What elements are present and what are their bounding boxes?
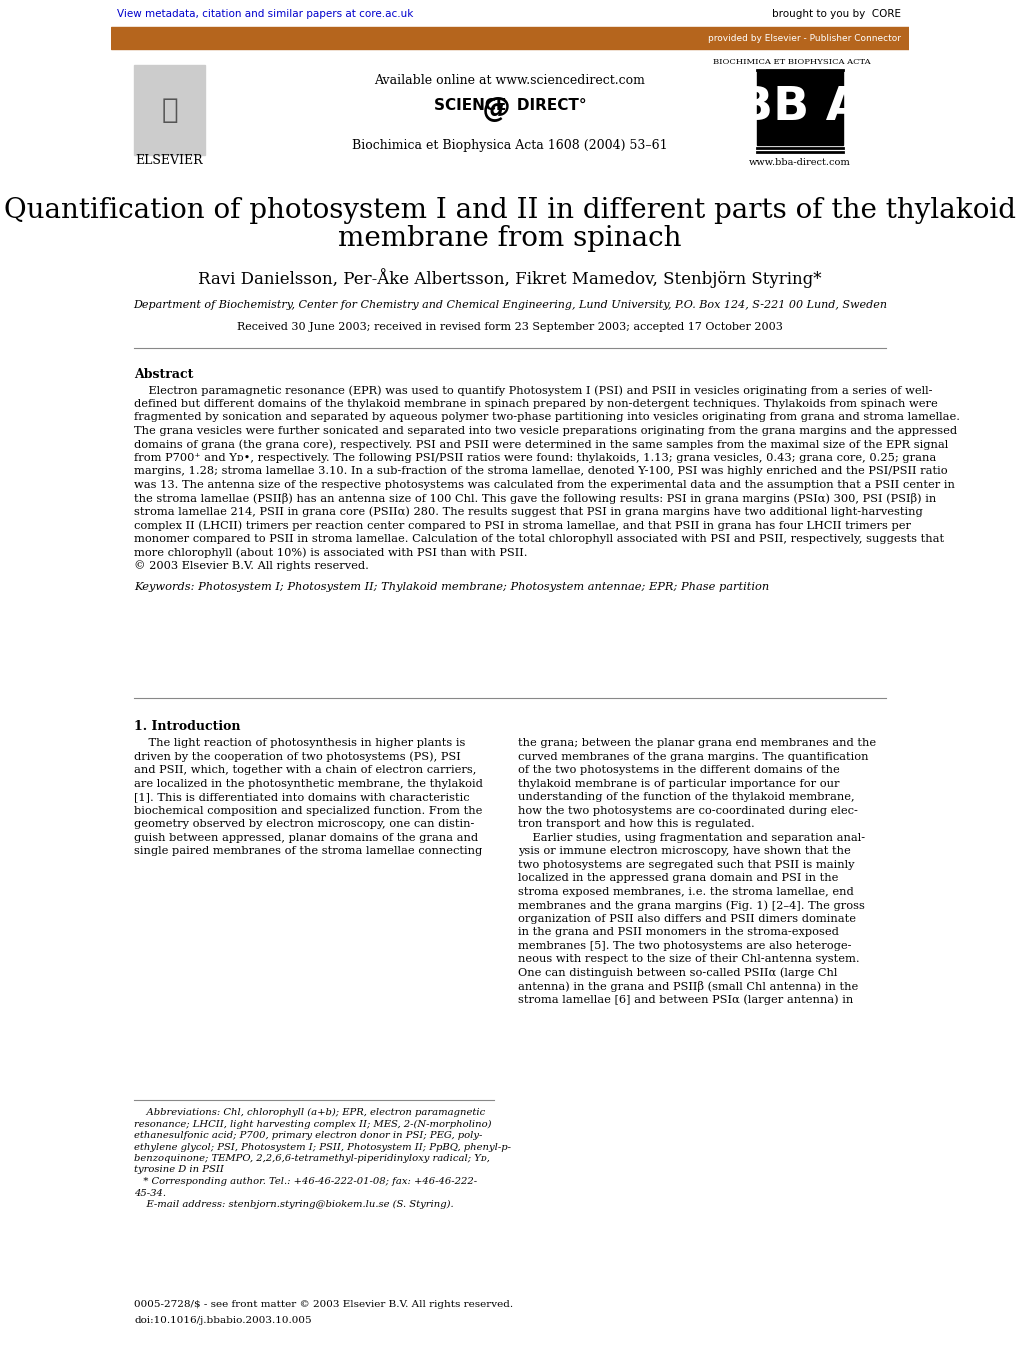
Text: Electron paramagnetic resonance (EPR) was used to quantify Photosystem I (PSI) a: Electron paramagnetic resonance (EPR) wa… <box>135 385 931 396</box>
Text: Keywords: Photosystem I; Photosystem II; Thylakoid membrane; Photosystem antenna: Keywords: Photosystem I; Photosystem II;… <box>135 583 768 592</box>
Text: 45-34.: 45-34. <box>135 1188 166 1198</box>
Text: defined but different domains of the thylakoid membrane in spinach prepared by n: defined but different domains of the thy… <box>135 399 937 408</box>
Text: 🌳: 🌳 <box>161 97 177 124</box>
Text: understanding of the function of the thylakoid membrane,: understanding of the function of the thy… <box>518 792 854 802</box>
Text: The grana vesicles were further sonicated and separated into two vesicle prepara: The grana vesicles were further sonicate… <box>135 426 957 436</box>
Text: membranes and the grana margins (Fig. 1) [2–4]. The gross: membranes and the grana margins (Fig. 1)… <box>518 900 864 911</box>
Text: * Corresponding author. Tel.: +46-46-222-01-08; fax: +46-46-222-: * Corresponding author. Tel.: +46-46-222… <box>135 1177 477 1185</box>
Text: two photosystems are segregated such that PSII is mainly: two photosystems are segregated such tha… <box>518 860 854 870</box>
Text: BB A: BB A <box>737 84 861 129</box>
Text: driven by the cooperation of two photosystems (PS), PSI: driven by the cooperation of two photosy… <box>135 751 461 762</box>
Text: The light reaction of photosynthesis in higher plants is: The light reaction of photosynthesis in … <box>135 738 465 749</box>
Text: neous with respect to the size of their Chl-antenna system.: neous with respect to the size of their … <box>518 954 859 964</box>
Text: geometry observed by electron microscopy, one can distin-: geometry observed by electron microscopy… <box>135 819 474 829</box>
Bar <box>111 27 908 49</box>
Text: single paired membranes of the stroma lamellae connecting: single paired membranes of the stroma la… <box>135 847 482 856</box>
Text: organization of PSII also differs and PSII dimers dominate: organization of PSII also differs and PS… <box>518 913 855 924</box>
Text: ysis or immune electron microscopy, have shown that the: ysis or immune electron microscopy, have… <box>518 847 850 856</box>
Text: how the two photosystems are co-coordinated during elec-: how the two photosystems are co-coordina… <box>518 806 857 815</box>
Text: Department of Biochemistry, Center for Chemistry and Chemical Engineering, Lund : Department of Biochemistry, Center for C… <box>132 299 887 310</box>
Text: the grana; between the planar grana end membranes and the: the grana; between the planar grana end … <box>518 738 875 749</box>
Text: and PSII, which, together with a chain of electron carriers,: and PSII, which, together with a chain o… <box>135 765 476 774</box>
Text: Biochimica et Biophysica Acta 1608 (2004) 53–61: Biochimica et Biophysica Acta 1608 (2004… <box>352 139 667 151</box>
Text: curved membranes of the grana margins. The quantification: curved membranes of the grana margins. T… <box>518 751 867 762</box>
Text: are localized in the photosynthetic membrane, the thylakoid: are localized in the photosynthetic memb… <box>135 778 483 788</box>
Text: www.bba-direct.com: www.bba-direct.com <box>748 158 850 166</box>
Text: Earlier studies, using fragmentation and separation anal-: Earlier studies, using fragmentation and… <box>518 833 864 842</box>
Text: margins, 1.28; stroma lamellae 3.10. In a sub-fraction of the stroma lamellae, d: margins, 1.28; stroma lamellae 3.10. In … <box>135 465 947 476</box>
Text: guish between appressed, planar domains of the grana and: guish between appressed, planar domains … <box>135 833 478 842</box>
Text: domains of grana (the grana core), respectively. PSI and PSII were determined in: domains of grana (the grana core), respe… <box>135 440 948 449</box>
Text: 0005-2728/$ - see front matter © 2003 Elsevier B.V. All rights reserved.: 0005-2728/$ - see front matter © 2003 El… <box>135 1300 513 1309</box>
Text: ethanesulfonic acid; P700, primary electron donor in PSI; PEG, poly-: ethanesulfonic acid; P700, primary elect… <box>135 1131 482 1141</box>
Text: Quantification of photosystem I and II in different parts of the thylakoid: Quantification of photosystem I and II i… <box>4 196 1015 223</box>
Text: doi:10.1016/j.bbabio.2003.10.005: doi:10.1016/j.bbabio.2003.10.005 <box>135 1316 312 1326</box>
Text: more chlorophyll (about 10%) is associated with PSI than with PSII.: more chlorophyll (about 10%) is associat… <box>135 547 527 558</box>
Text: E-mail address: stenbjorn.styring@biokem.lu.se (S. Styring).: E-mail address: stenbjorn.styring@biokem… <box>135 1200 453 1209</box>
Text: Available online at www.sciencedirect.com: Available online at www.sciencedirect.co… <box>374 73 645 87</box>
Text: tron transport and how this is regulated.: tron transport and how this is regulated… <box>518 819 754 829</box>
Text: membrane from spinach: membrane from spinach <box>338 225 681 252</box>
Text: in the grana and PSII monomers in the stroma-exposed: in the grana and PSII monomers in the st… <box>518 927 838 936</box>
Text: 1. Introduction: 1. Introduction <box>135 720 240 734</box>
Text: stroma exposed membranes, i.e. the stroma lamellae, end: stroma exposed membranes, i.e. the strom… <box>518 886 853 897</box>
Text: benzoquinone; TEMPO, 2,2,6,6-tetramethyl-piperidinyloxy radical; Yᴅ,: benzoquinone; TEMPO, 2,2,6,6-tetramethyl… <box>135 1154 490 1164</box>
Bar <box>135 65 205 155</box>
Text: of the two photosystems in the different domains of the: of the two photosystems in the different… <box>518 765 839 774</box>
Text: stroma lamellae 214, PSII in grana core (PSIIα) 280. The results suggest that PS: stroma lamellae 214, PSII in grana core … <box>135 506 922 517</box>
Text: brought to you by  CORE: brought to you by CORE <box>771 10 901 19</box>
Text: resonance; LHCII, light harvesting complex II; MES, 2-(N-morpholino): resonance; LHCII, light harvesting compl… <box>135 1120 491 1128</box>
Text: was 13. The antenna size of the respective photosystems was calculated from the : was 13. The antenna size of the respecti… <box>135 479 954 490</box>
Text: One can distinguish between so-called PSIIα (large Chl: One can distinguish between so-called PS… <box>518 968 837 979</box>
Text: SCIENCE  DIRECT°: SCIENCE DIRECT° <box>433 98 586 113</box>
Text: @: @ <box>482 95 511 122</box>
Text: provided by Elsevier - Publisher Connector: provided by Elsevier - Publisher Connect… <box>708 34 901 42</box>
Text: View metadata, citation and similar papers at core.ac.uk: View metadata, citation and similar pape… <box>117 10 413 19</box>
Bar <box>756 69 842 146</box>
Text: Received 30 June 2003; received in revised form 23 September 2003; accepted 17 O: Received 30 June 2003; received in revis… <box>236 323 783 332</box>
Text: tyrosine D in PSII: tyrosine D in PSII <box>135 1165 224 1175</box>
Text: stroma lamellae [6] and between PSIα (larger antenna) in: stroma lamellae [6] and between PSIα (la… <box>518 995 852 1004</box>
Text: Abbreviations: Chl, chlorophyll (a+b); EPR, electron paramagnetic: Abbreviations: Chl, chlorophyll (a+b); E… <box>135 1108 485 1117</box>
Text: antenna) in the grana and PSIIβ (small Chl antenna) in the: antenna) in the grana and PSIIβ (small C… <box>518 981 857 992</box>
Text: fragmented by sonication and separated by aqueous polymer two-phase partitioning: fragmented by sonication and separated b… <box>135 412 959 422</box>
Text: ethylene glycol; PSI, Photosystem I; PSII, Photosystem II; PpBQ, phenyl-p-: ethylene glycol; PSI, Photosystem I; PSI… <box>135 1142 511 1151</box>
Text: from P700⁺ and Yᴅ•, respectively. The following PSI/PSII ratios were found: thyl: from P700⁺ and Yᴅ•, respectively. The fo… <box>135 452 935 463</box>
Text: monomer compared to PSII in stroma lamellae. Calculation of the total chlorophyl: monomer compared to PSII in stroma lamel… <box>135 534 944 543</box>
Text: ELSEVIER: ELSEVIER <box>136 154 203 166</box>
Text: Ravi Danielsson, Per-Åke Albertsson, Fikret Mamedov, Stenbjörn Styring*: Ravi Danielsson, Per-Åke Albertsson, Fik… <box>198 268 821 289</box>
Text: [1]. This is differentiated into domains with characteristic: [1]. This is differentiated into domains… <box>135 792 470 802</box>
Text: localized in the appressed grana domain and PSI in the: localized in the appressed grana domain … <box>518 872 838 883</box>
Text: BIOCHIMICA ET BIOPHYSICA ACTA: BIOCHIMICA ET BIOPHYSICA ACTA <box>712 59 870 65</box>
Text: thylakoid membrane is of particular importance for our: thylakoid membrane is of particular impo… <box>518 778 839 788</box>
Text: Abstract: Abstract <box>135 367 194 381</box>
Text: complex II (LHCII) trimers per reaction center compared to PSI in stroma lamella: complex II (LHCII) trimers per reaction … <box>135 520 910 531</box>
Text: biochemical composition and specialized function. From the: biochemical composition and specialized … <box>135 806 482 815</box>
Text: © 2003 Elsevier B.V. All rights reserved.: © 2003 Elsevier B.V. All rights reserved… <box>135 561 369 572</box>
Text: the stroma lamellae (PSIIβ) has an antenna size of 100 Chl. This gave the follow: the stroma lamellae (PSIIβ) has an anten… <box>135 493 935 504</box>
Text: membranes [5]. The two photosystems are also heteroge-: membranes [5]. The two photosystems are … <box>518 940 851 950</box>
